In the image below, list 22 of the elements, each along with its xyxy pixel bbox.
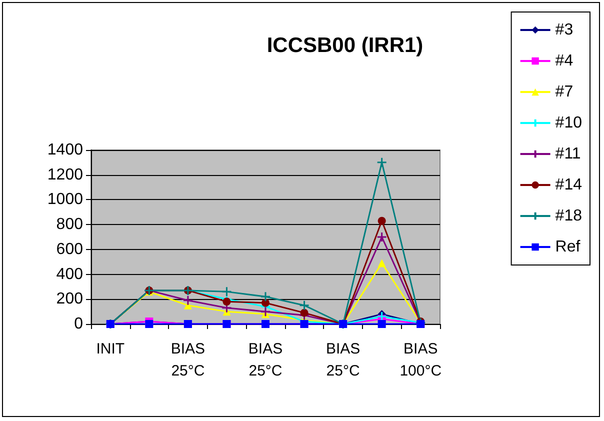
chart-title: ICCSB00 (IRR1) xyxy=(266,34,424,57)
y-tick-label: 1200 xyxy=(47,166,84,184)
y-tick-label: 600 xyxy=(56,240,84,258)
legend-label: #4 xyxy=(555,52,574,70)
legend-label: #14 xyxy=(555,176,582,194)
x-tick-label: BIAS 100°C xyxy=(400,340,442,380)
y-tick-label: 800 xyxy=(56,216,84,234)
x-tick-label: BIAS 25°C xyxy=(248,340,283,380)
legend-label: #18 xyxy=(555,208,582,224)
legend-label: Ref xyxy=(555,238,581,256)
y-tick-label: 0 xyxy=(74,316,84,332)
legend-label: #10 xyxy=(555,114,582,132)
x-tick-label: BIAS 25°C xyxy=(326,340,360,380)
y-tick-label: 1000 xyxy=(47,191,84,208)
legend-label: #7 xyxy=(555,84,574,100)
y-tick-label: 400 xyxy=(56,266,84,283)
y-tick-label: 200 xyxy=(56,290,84,308)
x-tick-label: BIAS 25°C xyxy=(170,340,206,380)
x-tick-label: INIT xyxy=(96,340,125,358)
legend-label: #11 xyxy=(555,146,581,162)
y-tick-label: 1400 xyxy=(47,142,84,158)
legend-label: #3 xyxy=(555,22,574,38)
